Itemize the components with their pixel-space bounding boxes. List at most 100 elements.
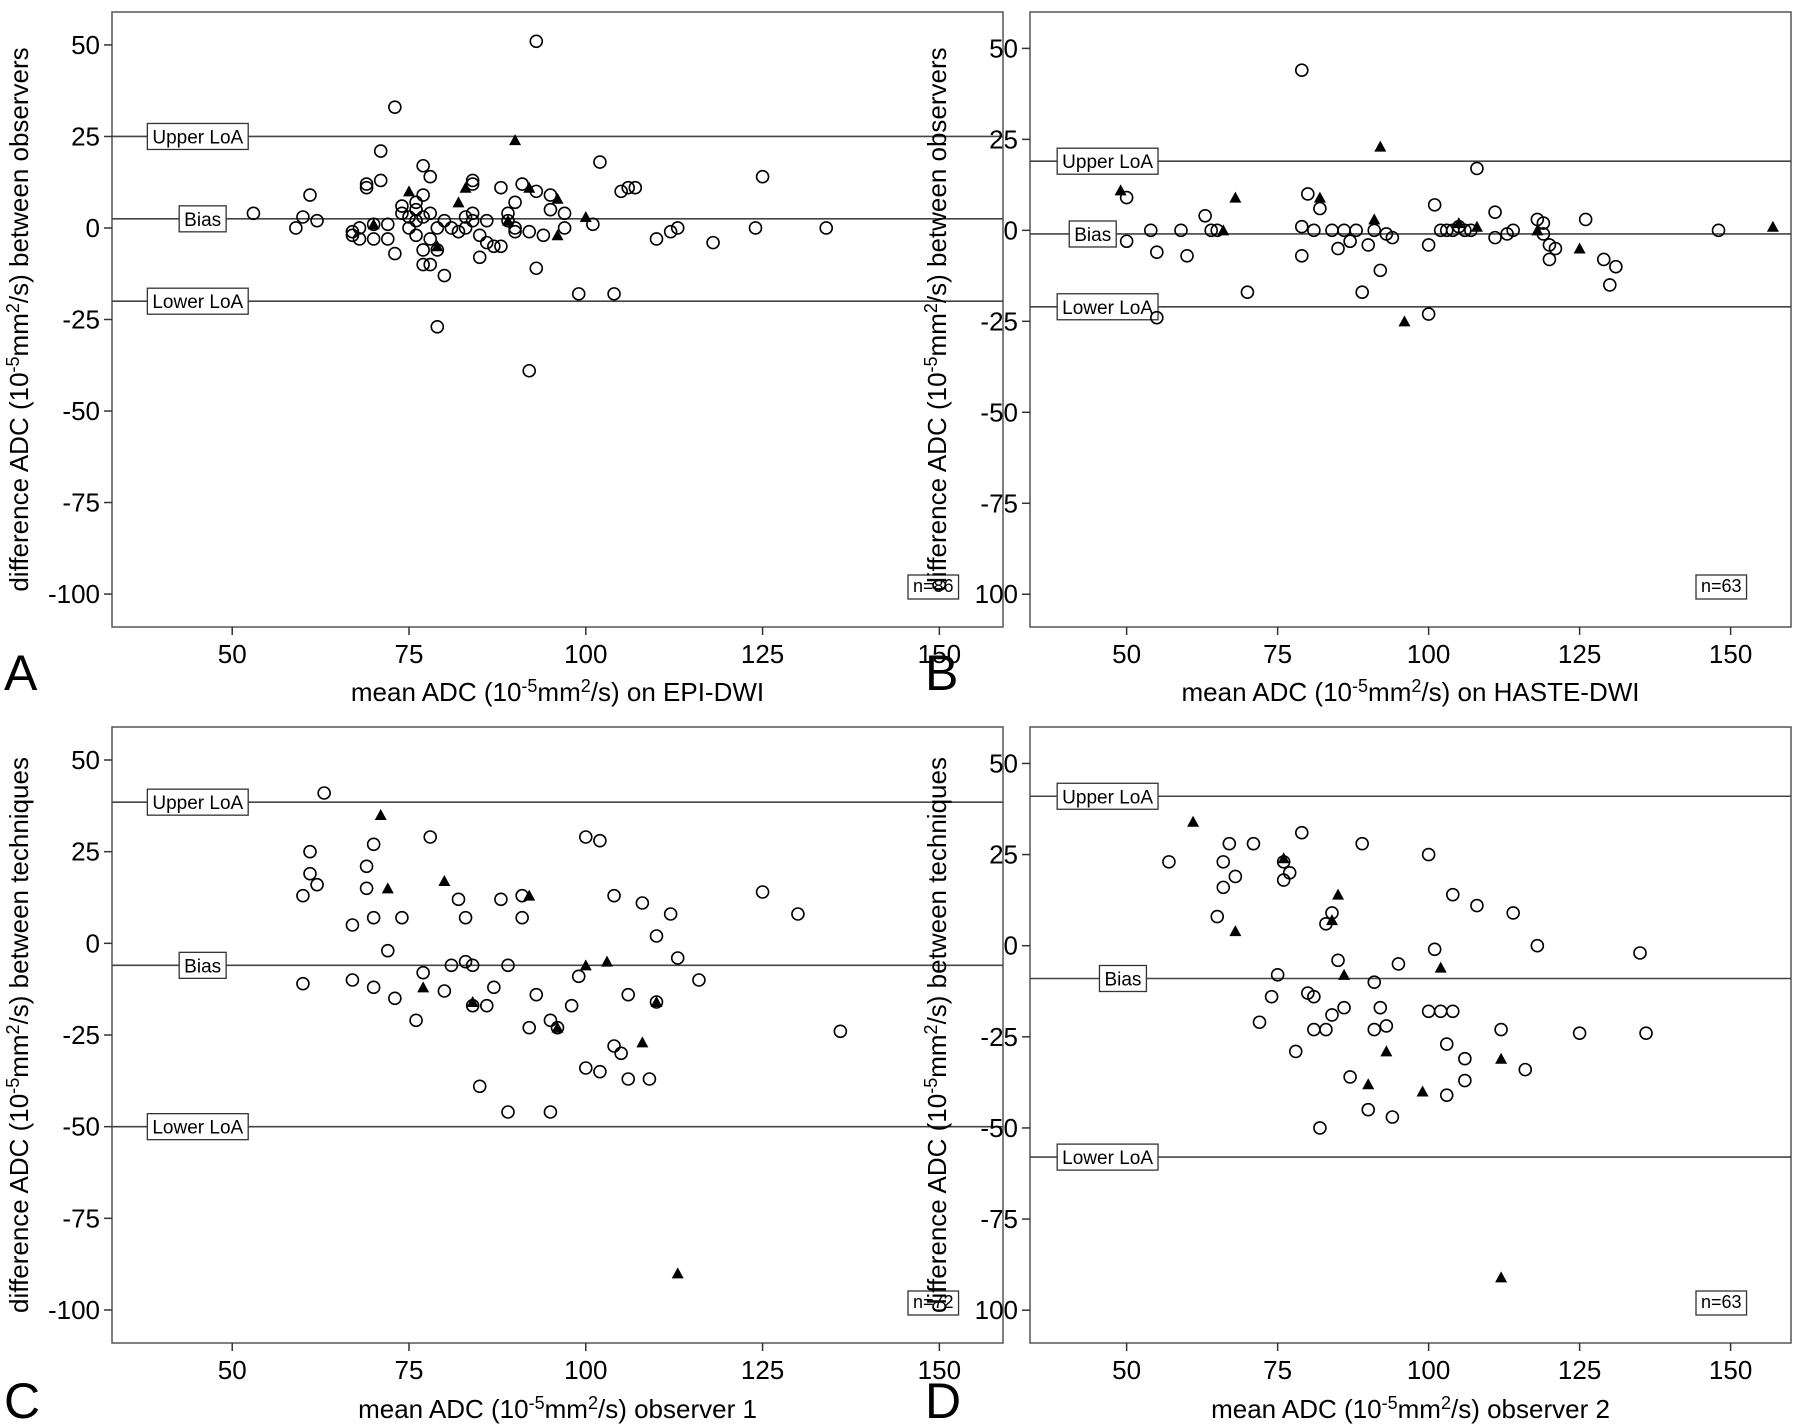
data-point-circle [1307,1022,1321,1037]
data-point-circle [472,1079,487,1094]
data-point-circle [1373,1000,1388,1015]
data-point-circle [635,896,650,910]
data-point-circle [388,100,402,114]
data-point-circle [296,976,310,991]
data-point-circle [1470,161,1484,176]
data-point-circle [543,1013,558,1028]
x-tick-label: 75 [395,1355,424,1385]
x-tick-label: 75 [395,639,424,669]
data-point-circle [430,320,445,334]
data-point-circle [755,169,770,184]
data-point-circle [649,232,664,246]
ref-label-box [1098,964,1148,993]
data-point-circle [1355,285,1369,300]
ref-label-upper-loa: Upper LoA [1062,152,1153,173]
data-point-circle [402,210,416,224]
data-point-circle [1307,989,1321,1004]
ref-label-bias: Bias [184,956,221,977]
data-point-triangle [551,192,564,204]
data-point-circle [472,228,487,243]
data-point-circle [388,991,402,1006]
data-point-circle [359,177,374,191]
data-point-circle [1307,223,1321,238]
data-point-circle [621,987,636,1002]
data-point-circle [472,250,487,265]
panel-letter: D [925,1373,961,1428]
data-point-circle [1343,1070,1357,1084]
y-axis-title: difference ADC (10-5mm2/s) between techn… [921,757,952,1313]
data-point-triangle [1374,140,1387,152]
data-point-circle [663,224,678,239]
y-tick-label: 0 [86,213,100,243]
data-point-circle [380,232,395,246]
data-point-circle [437,268,452,283]
data-point-circle [1596,252,1611,267]
data-point-circle [1367,975,1382,989]
data-point-circle [1222,836,1237,851]
data-point-circle [487,980,501,995]
data-point-circle [423,830,438,844]
data-point-triangle [1325,914,1338,926]
data-point-triangle [1398,315,1411,327]
data-point-circle [508,224,522,239]
data-point-triangle [1416,1085,1429,1097]
data-point-circle [1470,898,1484,913]
data-point-circle [1445,1004,1460,1019]
y-tick-label: 50 [71,30,100,60]
y-tick-label: 100 [975,1295,1018,1325]
y-tick-label: -50 [980,397,1018,427]
data-point-circle [395,199,409,213]
data-point-circle [458,210,473,224]
x-tick-label: 125 [741,1355,784,1385]
ref-label-upper-loa: Upper LoA [152,793,243,814]
data-point-circle [289,221,303,235]
y-tick-label: -50 [62,396,100,426]
data-point-circle [1150,310,1164,325]
data-point-circle [345,224,360,239]
data-point-circle [352,232,367,246]
data-point-circle [642,1072,657,1086]
data-point-circle [529,987,544,1002]
data-point-circle [366,980,381,995]
data-point-circle [1506,223,1520,238]
n-label-box [1695,574,1748,600]
data-point-circle [423,206,438,221]
data-point-circle [670,221,685,235]
data-point-circle [388,246,402,261]
data-point-circle [508,195,522,210]
data-point-triangle [1368,213,1381,225]
data-point-circle [1119,190,1134,205]
data-point-triangle [1495,1052,1508,1064]
data-point-circle [1337,1000,1351,1015]
y-tick-label: -75 [980,488,1018,518]
data-point-triangle [601,955,613,967]
data-point-triangle [579,211,592,222]
data-point-circle [1427,942,1442,957]
data-point-circle [621,180,636,195]
data-point-circle [614,184,628,199]
data-point-circle [458,954,473,969]
data-point-circle [1488,230,1502,245]
data-point-circle [529,261,544,276]
data-point-triangle [403,185,415,197]
data-point-circle [303,188,317,202]
data-point-circle [1228,869,1243,884]
data-point-circle [501,1105,515,1119]
y-tick-label: -25 [980,306,1018,336]
data-point-circle [1488,205,1502,219]
y-axis-title: difference ADC (10-5mm2/s) between obser… [921,47,952,591]
ref-label-lower-loa: Lower LoA [152,292,243,313]
data-point-circle [458,221,473,235]
data-point-triangle [1362,1078,1375,1090]
data-point-circle [1355,836,1369,851]
x-tick-label: 150 [1709,1355,1752,1385]
data-point-circle [1270,968,1285,982]
x-tick-label: 50 [218,1355,247,1385]
ref-label-box [1056,147,1159,175]
data-point-circle [1578,212,1593,227]
x-tick-label: 50 [218,639,247,669]
data-point-circle [246,206,261,221]
data-point-circle [303,866,317,881]
data-point-circle [416,158,430,173]
data-point-triangle [1332,888,1345,900]
